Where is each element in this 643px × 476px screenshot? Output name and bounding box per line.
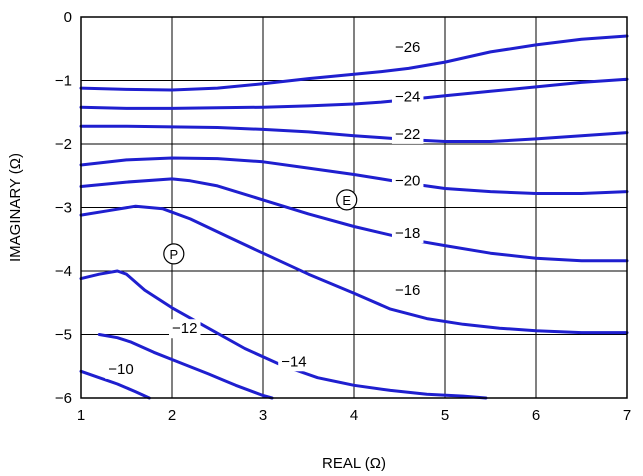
contour-line: [79, 204, 629, 335]
contour-line: [79, 124, 629, 143]
contour-label: −26: [395, 39, 420, 56]
contour-label: −10: [108, 361, 133, 378]
y-tick-label: −4: [55, 263, 72, 280]
y-tick-label: −2: [55, 136, 72, 153]
contour-label-gap: [391, 37, 424, 57]
x-tick-label: 7: [623, 407, 631, 424]
plot-frame: [80, 16, 628, 399]
x-tick-label: 3: [259, 407, 267, 424]
contour-label: −12: [172, 320, 197, 337]
contour-label-gap: [105, 359, 137, 379]
contour-label-gap: [278, 352, 310, 372]
contour-label: −24: [395, 88, 420, 105]
contour-label-gap: [169, 319, 201, 339]
contour-label: −14: [281, 353, 306, 370]
point-marker-circle: [163, 243, 185, 265]
contour-label: −18: [395, 225, 420, 242]
annotations: EP: [163, 189, 358, 265]
contour-label: −20: [395, 172, 420, 189]
contour-curves: −26 −24 −22 −20 −18 −16 −14 −12 −10: [79, 34, 629, 400]
y-tick-label: −3: [55, 200, 72, 217]
contour-label-gap: [391, 171, 424, 191]
contour-line: [79, 34, 629, 92]
contour-label-gap: [391, 124, 424, 144]
contour-line: [79, 369, 151, 400]
contour-line: [79, 177, 629, 263]
y-tick-label: −6: [55, 390, 72, 407]
point-marker-label: P: [169, 247, 178, 262]
y-axis-label: IMAGINARY (Ω): [7, 153, 24, 262]
y-tick-label: −1: [55, 73, 72, 90]
contour-label-gap: [391, 223, 424, 243]
x-tick-label: 2: [168, 407, 176, 424]
contour-label-gap: [391, 87, 424, 107]
x-tick-label: 5: [441, 407, 449, 424]
point-marker-label: E: [342, 193, 351, 208]
contour-label: −16: [395, 282, 420, 299]
tick-labels: 1 2 3 4 5 6 7 0 −1 −2 −3 −4 −5 −6: [55, 9, 631, 424]
contour-line: [79, 156, 629, 195]
point-marker-circle: [336, 189, 358, 211]
x-tick-label: 1: [77, 407, 85, 424]
x-axis-label: REAL (Ω): [322, 455, 386, 472]
y-tick-label: −5: [55, 327, 72, 344]
contour-line: [79, 269, 488, 400]
x-tick-label: 6: [532, 407, 540, 424]
contour-line: [97, 333, 274, 400]
x-tick-label: 4: [350, 407, 358, 424]
contour-label-gap: [391, 281, 424, 301]
contour-line: [79, 77, 629, 110]
contour-label: −22: [395, 126, 420, 143]
y-tick-label: 0: [64, 9, 72, 26]
